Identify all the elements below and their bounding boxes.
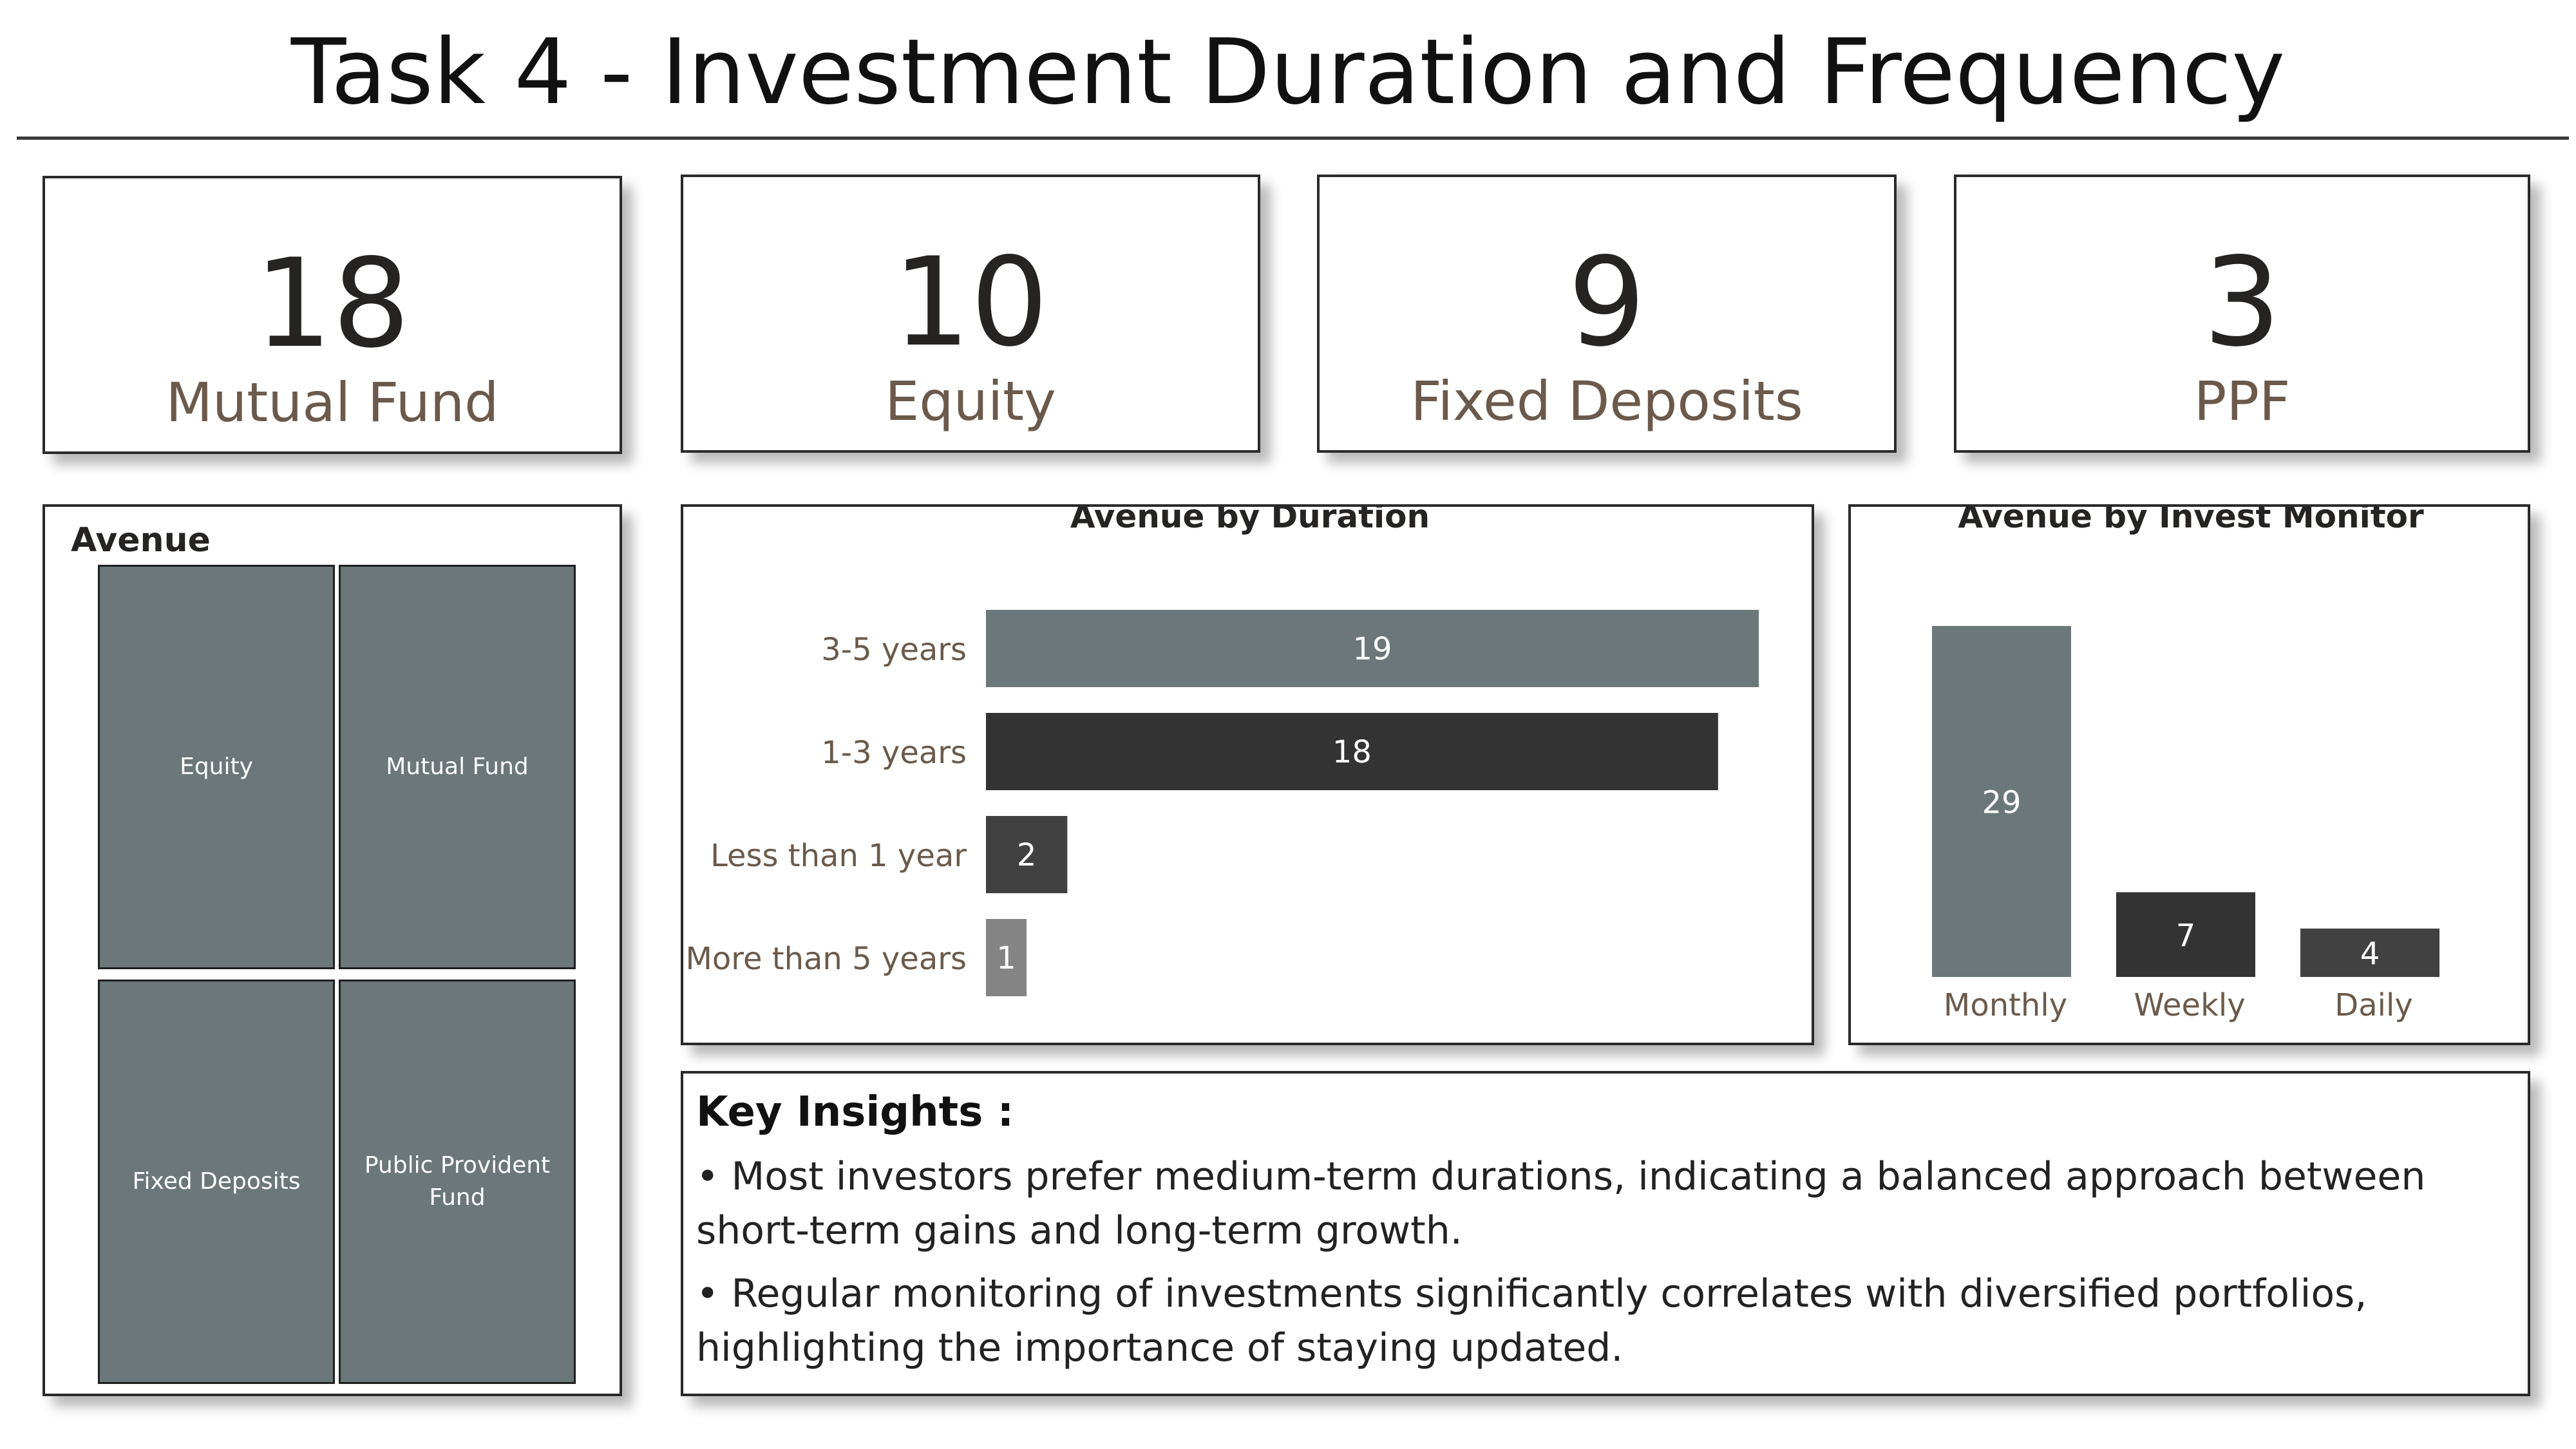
key-insights-panel: Key Insights : • Most investors prefer m… — [681, 1071, 2530, 1396]
treemap-tile-fixed-deposits[interactable]: Fixed Deposits — [98, 980, 335, 1384]
duration-data-label: 2 — [1017, 837, 1037, 873]
insight-text: Most investors prefer medium-term durati… — [696, 1154, 2426, 1253]
monitor-category-label: Daily — [2334, 987, 2412, 1023]
treemap-tile-mutual-fund[interactable]: Mutual Fund — [339, 565, 576, 969]
page-title: Task 4 - Investment Duration and Frequen… — [290, 20, 2286, 125]
kpi-label: Equity — [885, 370, 1056, 433]
treemap-title: Avenue — [71, 521, 211, 560]
duration-data-label: 19 — [1352, 631, 1392, 667]
kpi-card-fixed-deposits[interactable]: 9 Fixed Deposits — [1317, 175, 1897, 453]
monitor-category-label: Monthly — [1944, 987, 2067, 1023]
monitor-bar[interactable] — [1932, 626, 2071, 977]
title-divider — [17, 137, 2569, 140]
duration-bar[interactable] — [986, 610, 1759, 687]
duration-bar[interactable] — [986, 713, 1718, 790]
kpi-card-ppf[interactable]: 3 PPF — [1954, 175, 2530, 453]
duration-category-label: More than 5 years — [686, 941, 967, 977]
monitor-category-label: Weekly — [2134, 987, 2245, 1023]
duration-bar[interactable] — [986, 919, 1027, 996]
kpi-label: Mutual Fund — [166, 371, 499, 434]
kpi-label: PPF — [2193, 370, 2291, 433]
treemap-panel[interactable]: Avenue Equity Mutual Fund Fixed Deposits… — [43, 504, 622, 1396]
kpi-value: 3 — [2203, 231, 2281, 374]
monitor-data-label: 7 — [2176, 918, 2196, 954]
kpi-card-mutual-fund[interactable]: 18 Mutual Fund — [43, 176, 622, 454]
monitor-bar[interactable] — [2116, 892, 2255, 977]
monitor-bar-chart: Avenue by Invest Monitor 29 Monthly 7 Weekl… — [1932, 507, 2439, 1023]
insights-heading: Key Insights : — [696, 1088, 1014, 1136]
duration-bar[interactable] — [986, 816, 1068, 893]
kpi-value: 18 — [254, 232, 410, 375]
monitor-chart-title: Avenue by Invest Monitor — [1958, 507, 2424, 535]
insight-text: Regular monitoring of investments signif… — [696, 1271, 2367, 1370]
duration-chart-panel[interactable]: Avenue by Duration 3-5 years 19 1-3 years 1… — [681, 504, 1814, 1045]
duration-data-label: 1 — [996, 940, 1016, 976]
duration-data-label: 18 — [1332, 734, 1372, 770]
monitor-bar[interactable] — [2300, 928, 2439, 977]
insight-item-1: • Most investors prefer medium-term dura… — [696, 1154, 2426, 1253]
kpi-value: 9 — [1567, 231, 1646, 374]
treemap-tile-equity[interactable]: Equity — [98, 565, 335, 969]
duration-category-label: 1-3 years — [821, 735, 967, 771]
monitor-data-label: 29 — [1982, 785, 2021, 821]
monitor-data-label: 4 — [2360, 936, 2380, 972]
duration-category-label: 3-5 years — [821, 632, 967, 668]
duration-category-label: Less than 1 year — [710, 838, 967, 874]
duration-bar-chart: Avenue by Duration 3-5 years 19 1-3 years 1… — [686, 507, 1759, 996]
kpi-label: Fixed Deposits — [1410, 370, 1803, 433]
insight-item-2: • Regular monitoring of investments sign… — [696, 1271, 2367, 1370]
monitor-chart-panel[interactable]: Avenue by Invest Monitor 29 Monthly 7 Weekl… — [1848, 504, 2530, 1045]
treemap-tile-public-provident-fund[interactable]: Public Provident Fund — [339, 980, 576, 1384]
kpi-value: 10 — [893, 231, 1048, 374]
duration-chart-title: Avenue by Duration — [1070, 507, 1430, 535]
kpi-card-equity[interactable]: 10 Equity — [681, 175, 1260, 453]
